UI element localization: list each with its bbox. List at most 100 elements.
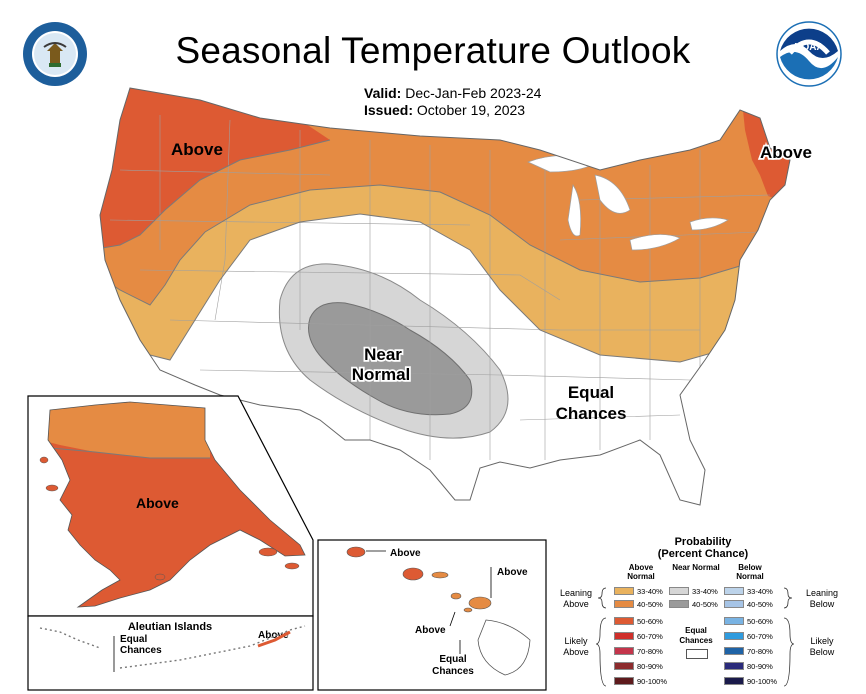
legend-below-row: 90-100% <box>724 676 777 686</box>
legend-above-range: 40-50% <box>637 599 663 609</box>
legend-above-row: 40-50% <box>614 599 663 609</box>
legend-likely-below-1: Likely <box>810 636 834 646</box>
hawaii-inset: Above Above Above Equal Chances <box>317 539 547 691</box>
legend-leaning-above-2: Above <box>563 599 589 609</box>
legend-near-range: 33-40% <box>692 586 718 596</box>
legend-likely-below-2: Below <box>809 647 835 657</box>
legend-equal-chances-2: Chances <box>679 636 713 645</box>
issued-label: Issued: <box>364 102 414 118</box>
legend-above-swatch <box>614 677 634 685</box>
legend-below-swatch <box>724 600 744 608</box>
aleutian-equal-2: Chances <box>120 645 162 656</box>
legend-below-range: 70-80% <box>747 646 773 656</box>
legend-below-swatch <box>724 632 744 640</box>
hawaii-equal-1: Equal <box>439 654 466 665</box>
legend-leaning-above: Leaning Above <box>548 588 604 610</box>
legend-above-row: 60-70% <box>614 631 663 641</box>
legend-below-range: 60-70% <box>747 631 773 641</box>
legend-likely-above-1: Likely <box>564 636 588 646</box>
hawaii-equal-2: Chances <box>432 666 474 677</box>
label-alaska-above: Above <box>136 495 179 511</box>
legend-leaning-above-1: Leaning <box>559 588 593 598</box>
legend-likely-above-2: Above <box>563 647 589 657</box>
aleutian-inset: Aleutian Islands Equal Chances Above <box>27 615 314 691</box>
legend-above-row: 80-90% <box>614 661 663 671</box>
legend-above-swatch <box>614 647 634 655</box>
legend-above-row: 33-40% <box>614 586 663 596</box>
legend-above-swatch <box>614 632 634 640</box>
legend-below-row: 80-90% <box>724 661 773 671</box>
hawaii-above-2: Above <box>497 567 528 578</box>
legend-above-swatch <box>614 662 634 670</box>
valid-label: Valid: <box>364 85 402 101</box>
legend-likely-below: Likely Below <box>794 636 850 658</box>
legend-col-below: Below Normal <box>736 563 764 581</box>
legend-below-range: 80-90% <box>747 661 773 671</box>
legend-below-swatch <box>724 617 744 625</box>
legend-below-swatch <box>724 662 744 670</box>
legend-below-range: 50-60% <box>747 616 773 626</box>
legend-below-range: 90-100% <box>747 676 778 686</box>
legend-above-row: 90-100% <box>614 676 667 686</box>
legend-above-range: 70-80% <box>637 646 663 656</box>
legend-near-row: 40-50% <box>669 599 718 609</box>
legend-below-row: 33-40% <box>724 586 773 596</box>
legend-above-row: 70-80% <box>614 646 663 656</box>
probability-legend: Probability (Percent Chance) Above Norma… <box>548 536 864 694</box>
aleutian-title: Aleutian Islands <box>128 621 212 633</box>
legend-below-swatch <box>724 647 744 655</box>
legend-leaning-below-1: Leaning <box>805 588 839 598</box>
legend-above-swatch <box>614 617 634 625</box>
legend-col-near: Near Normal <box>672 563 720 572</box>
label-near-normal-2: Normal <box>352 365 411 384</box>
hawaii-above-3: Above <box>415 625 446 636</box>
legend-above-range: 90-100% <box>637 676 668 686</box>
aleutian-above: Above <box>258 630 289 641</box>
legend-near-swatch <box>669 587 689 595</box>
aleutian-equal-1: Equal <box>120 634 147 645</box>
legend-below-row: 60-70% <box>724 631 773 641</box>
label-above-west: Above <box>171 140 223 159</box>
label-equal-chances-2: Chances <box>556 404 627 423</box>
alaska-inset: Above <box>27 395 314 617</box>
legend-braces <box>595 587 795 687</box>
noaa-logo-text: NOAA <box>794 42 823 53</box>
legend-below-range: 40-50% <box>747 599 773 609</box>
legend-above-range: 33-40% <box>637 586 663 596</box>
legend-equal-chances-1: Equal <box>685 626 707 635</box>
legend-col-above: Above Normal <box>627 563 655 581</box>
issued-date: Issued: October 19, 2023 <box>364 102 525 118</box>
legend-above-range: 60-70% <box>637 631 663 641</box>
legend-near-range: 40-50% <box>692 599 718 609</box>
legend-likely-above: Likely Above <box>548 636 604 658</box>
legend-above-swatch <box>614 587 634 595</box>
legend-below-swatch <box>724 677 744 685</box>
page-title: Seasonal Temperature Outlook <box>175 30 691 71</box>
department-of-commerce-seal-icon <box>22 21 88 87</box>
legend-below-row: 40-50% <box>724 599 773 609</box>
label-above-northeast: Above <box>760 143 812 162</box>
valid-value: Dec-Jan-Feb 2023-24 <box>405 85 542 101</box>
legend-leaning-below: Leaning Below <box>794 588 850 610</box>
legend-below-range: 33-40% <box>747 586 773 596</box>
legend-title-2: (Percent Chance) <box>657 548 749 560</box>
valid-period: Valid: Dec-Jan-Feb 2023-24 <box>364 85 541 101</box>
label-near-normal-1: Near <box>364 345 402 364</box>
legend-near-swatch <box>669 600 689 608</box>
legend-below-row: 70-80% <box>724 646 773 656</box>
legend-near-row: 33-40% <box>669 586 718 596</box>
label-equal-chances-1: Equal <box>568 383 614 402</box>
legend-equal-chances-swatch <box>686 649 708 659</box>
legend-above-range: 80-90% <box>637 661 663 671</box>
legend-title-1: Probability <box>674 536 732 548</box>
legend-below-swatch <box>724 587 744 595</box>
legend-leaning-below-2: Below <box>809 599 835 609</box>
legend-above-swatch <box>614 600 634 608</box>
legend-above-row: 50-60% <box>614 616 663 626</box>
legend-below-row: 50-60% <box>724 616 773 626</box>
hawaii-above-1: Above <box>390 548 421 559</box>
legend-above-range: 50-60% <box>637 616 663 626</box>
issued-value: October 19, 2023 <box>416 102 526 118</box>
noaa-logo: NOAA <box>776 21 842 87</box>
